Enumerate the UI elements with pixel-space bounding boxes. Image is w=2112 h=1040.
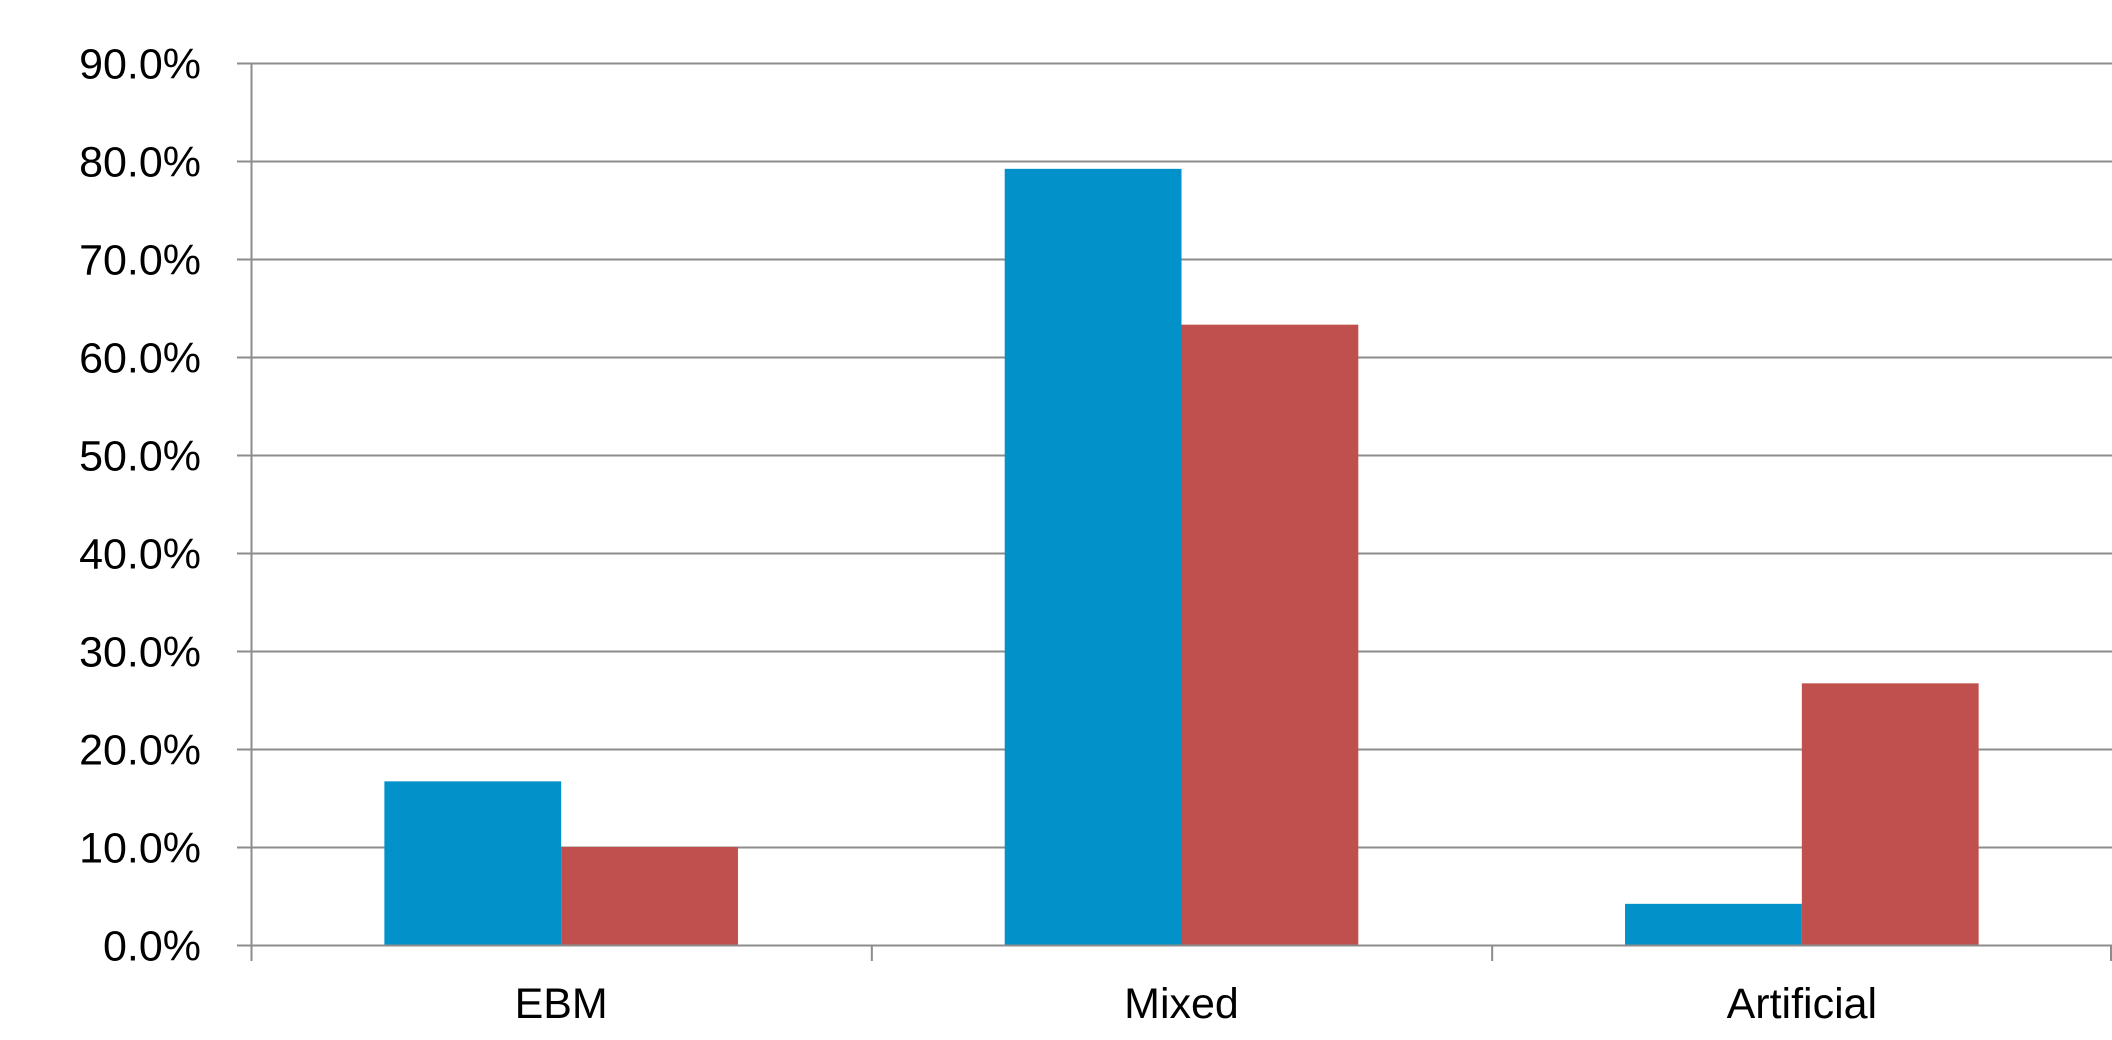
y-tick-label: 80.0%: [79, 139, 201, 187]
y-tick-label: 30.0%: [79, 629, 201, 677]
y-tick-labels: 0.0% 10.0% 20.0% 30.0% 40.0% 50.0% 60.0% 70.0% 8…: [79, 41, 201, 971]
axes: [237, 62, 2112, 961]
x-category-labels: EBM Mixed Artificial: [515, 980, 1878, 1028]
y-tick-label: 50.0%: [79, 433, 201, 481]
bar-ebm-series-2: [561, 847, 738, 945]
y-tick-label: 40.0%: [79, 531, 201, 579]
y-tick-label: 60.0%: [79, 335, 201, 383]
bars: [384, 168, 1979, 946]
bar-artificial-series-1: [1625, 903, 1802, 945]
bar-mixed-series-2: [1181, 324, 1359, 945]
y-tick-label: 20.0%: [79, 727, 201, 775]
x-category-label: Mixed: [1124, 980, 1239, 1028]
x-category-label: EBM: [515, 980, 608, 1028]
bar-artificial-series-2: [1801, 683, 1979, 945]
bar-mixed-series-1: [1004, 168, 1182, 946]
y-tick-label: 90.0%: [79, 41, 201, 89]
bar-ebm-series-1: [384, 781, 562, 945]
y-tick-label: 10.0%: [79, 825, 201, 873]
x-category-label: Artificial: [1727, 980, 1878, 1028]
y-tick-label: 0.0%: [103, 923, 201, 971]
y-tick-label: 70.0%: [79, 237, 201, 285]
